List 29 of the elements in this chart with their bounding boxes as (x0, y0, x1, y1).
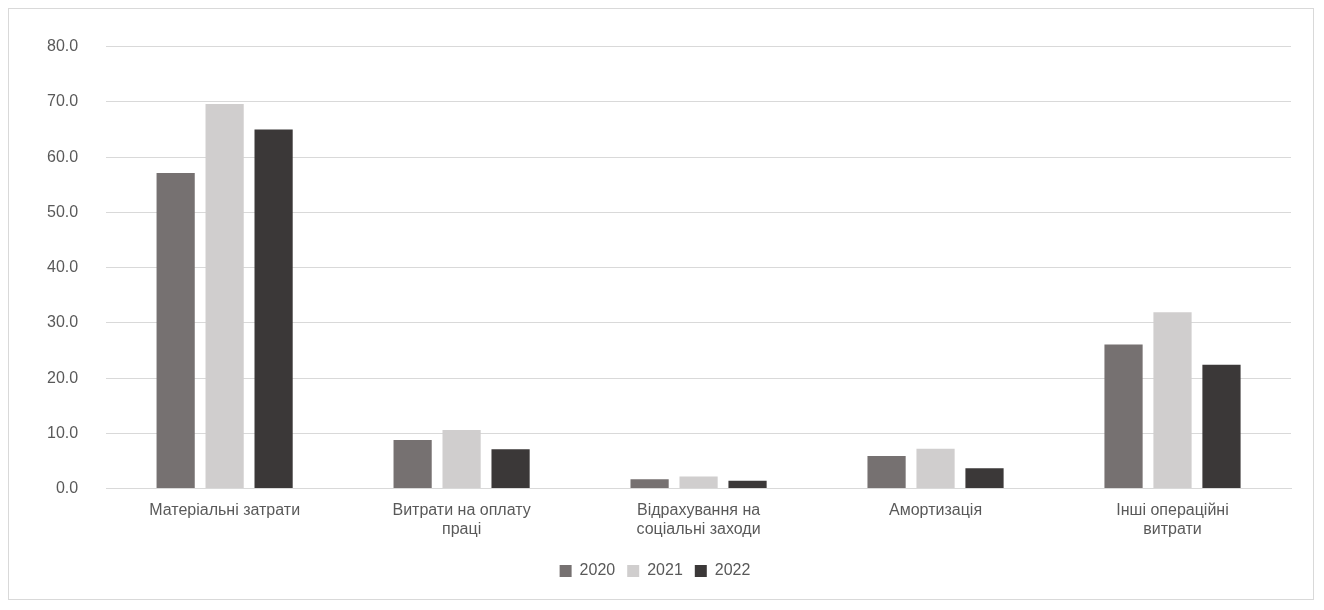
bar (867, 456, 906, 489)
y-tick-label: 20.0 (47, 368, 79, 386)
bar (728, 480, 767, 489)
x-tick-label: Амортизація (889, 500, 983, 518)
legend-label: 2020 (579, 561, 616, 579)
bar (156, 173, 195, 489)
y-tick-label: 30.0 (47, 313, 79, 331)
y-tick-label: 10.0 (47, 423, 79, 441)
legend-label: 2021 (647, 561, 683, 579)
x-tick-label: Інші операційні витрати (1116, 500, 1229, 537)
bar (1104, 344, 1143, 489)
x-tick-label: Витрати на оплату праці (392, 500, 531, 537)
bar (491, 449, 530, 489)
bar (393, 439, 432, 489)
legend-label: 2022 (714, 561, 751, 579)
y-tick-label: 40.0 (47, 258, 79, 276)
x-tick-label: Матеріальні затрати (149, 500, 301, 518)
y-tick-label: 0.0 (55, 479, 79, 497)
y-tick-label: 50.0 (47, 202, 79, 220)
x-tick-label: Відрахування на соціальні заходи (636, 500, 761, 537)
bar (1202, 364, 1241, 489)
bar (630, 479, 669, 489)
y-tick-label: 60.0 (47, 147, 79, 165)
y-tick-label: 80.0 (47, 37, 79, 55)
bar (965, 468, 1004, 489)
y-tick-label: 70.0 (47, 92, 79, 110)
bar (916, 448, 955, 489)
bar (679, 476, 718, 489)
bar (254, 129, 293, 489)
